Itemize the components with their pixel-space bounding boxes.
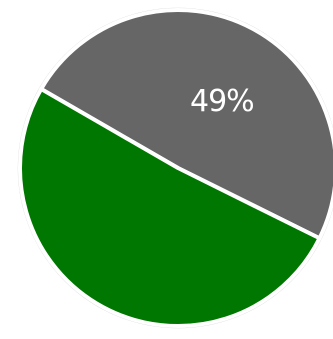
pie-slices: [19, 9, 333, 328]
pie-labels: 49%: [190, 84, 254, 119]
slice-label-0: 49%: [190, 84, 254, 119]
